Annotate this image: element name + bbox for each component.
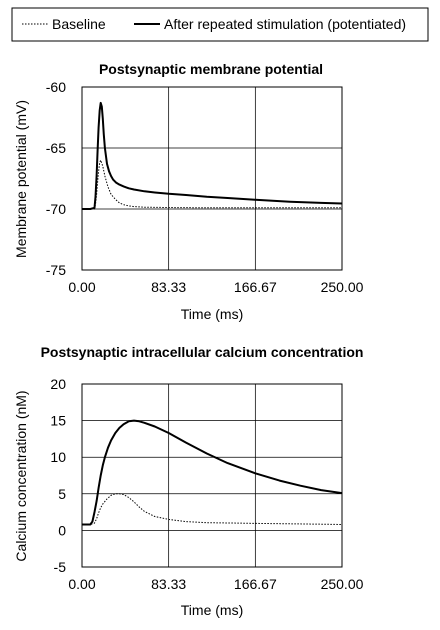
y-tick-label: 15 [50, 413, 66, 429]
series-lines [82, 101, 343, 210]
series-line-baseline [82, 493, 343, 525]
y-axis-label: Calcium concentration (nM) [13, 390, 29, 561]
y-tick-label: -60 [46, 79, 66, 95]
legend-box [11, 7, 429, 42]
y-tick-label: -5 [54, 559, 67, 575]
series-line-potentiated [82, 101, 343, 210]
y-tick-labels: 20 15 10 5 0 -5 [50, 376, 66, 575]
x-tick-label: 0.00 [68, 279, 95, 295]
legend-label-baseline: Baseline [52, 16, 106, 32]
series-line-baseline [82, 159, 342, 210]
x-tick-label: 250.00 [321, 576, 364, 592]
legend-label-potentiated: After repeated stimulation (potentiated) [164, 16, 406, 32]
plot-frame [81, 383, 343, 568]
x-axis-label: Time (ms) [181, 602, 243, 618]
x-tick-label: 250.00 [321, 279, 364, 295]
y-tick-label: 20 [50, 376, 66, 392]
x-tick-labels: 0.00 83.33 166.67 250.00 [68, 576, 363, 592]
x-tick-label: 83.33 [151, 279, 186, 295]
y-tick-label: -65 [46, 140, 66, 156]
y-tick-labels: -60 -65 -70 -75 [46, 79, 66, 278]
grid [81, 383, 343, 568]
y-tick-label: 10 [50, 449, 66, 465]
y-tick-label: -70 [46, 201, 66, 217]
x-tick-labels: 0.00 83.33 166.67 250.00 [68, 279, 363, 295]
x-axis-label: Time (ms) [181, 306, 243, 322]
chart-title: Postsynaptic intracellular calcium conce… [41, 344, 364, 360]
grid [81, 86, 343, 271]
x-tick-label: 83.33 [151, 576, 186, 592]
y-tick-label: 5 [58, 486, 66, 502]
calcium-concentration-chart: Postsynaptic intracellular calcium conce… [13, 344, 364, 618]
x-tick-label: 166.67 [234, 576, 277, 592]
legend: Baseline After repeated stimulation (pot… [11, 7, 429, 42]
series-line-potentiated [82, 419, 343, 526]
x-tick-label: 166.67 [234, 279, 277, 295]
x-tick-label: 0.00 [68, 576, 95, 592]
plot-frame [81, 86, 343, 271]
y-tick-label: -75 [46, 262, 66, 278]
chart-title: Postsynaptic membrane potential [99, 61, 323, 77]
y-axis-label: Membrane potential (mV) [13, 100, 29, 258]
y-tick-label: 0 [58, 522, 66, 538]
series-lines [82, 419, 343, 526]
membrane-potential-chart: Postsynaptic membrane potential -60 -65 -7… [13, 61, 364, 322]
